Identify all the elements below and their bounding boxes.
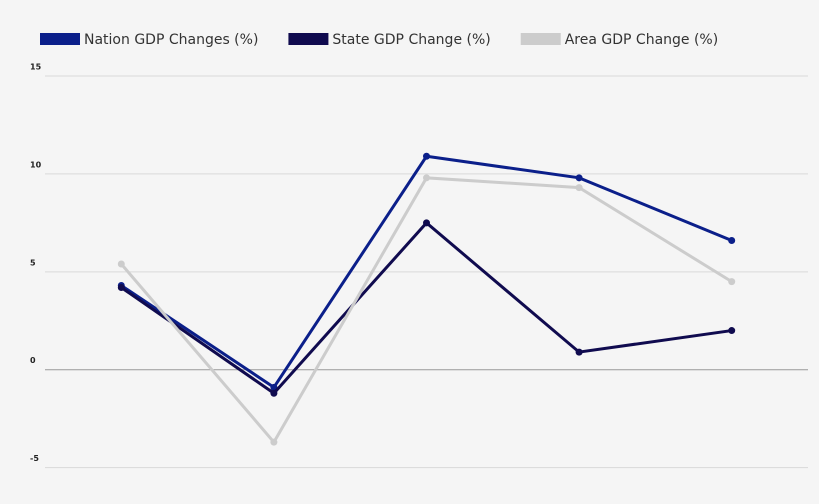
legend-label: State GDP Change (%) xyxy=(332,32,490,48)
point xyxy=(423,152,430,160)
point xyxy=(728,278,736,286)
point xyxy=(575,174,583,182)
point xyxy=(423,219,430,227)
legend-swatch xyxy=(40,33,80,45)
legend-label: Nation GDP Changes (%) xyxy=(84,32,258,48)
line xyxy=(120,220,732,396)
y-tick-label: -5 xyxy=(30,454,39,463)
point xyxy=(575,184,583,192)
legend-swatch xyxy=(520,33,561,45)
point xyxy=(575,348,583,356)
point xyxy=(270,389,278,397)
line xyxy=(120,176,733,445)
point xyxy=(728,236,736,244)
y-tick-label: 10 xyxy=(30,160,42,169)
y-tick-label: 15 xyxy=(30,63,42,72)
legend-label: Area GDP Change (%) xyxy=(565,32,718,48)
point xyxy=(117,283,125,291)
legend-swatch xyxy=(288,33,329,45)
point xyxy=(270,438,278,446)
point xyxy=(117,260,125,268)
y-tick-label: 0 xyxy=(30,356,36,365)
y-tick-label: 5 xyxy=(30,258,36,267)
point xyxy=(728,327,736,335)
point xyxy=(423,174,430,182)
